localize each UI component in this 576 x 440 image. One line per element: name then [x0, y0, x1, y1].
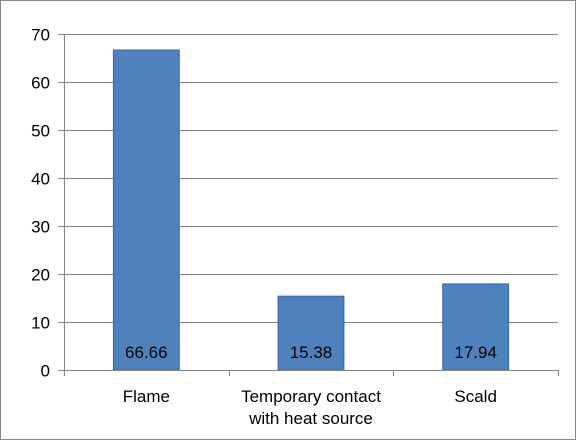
y-tick-label: 50	[31, 122, 50, 141]
x-category-label-line: with heat source	[248, 409, 373, 428]
data-label: 66.66	[125, 343, 168, 362]
data-label: 17.94	[454, 343, 497, 362]
y-tick-label: 0	[41, 362, 50, 381]
y-tick-label: 20	[31, 266, 50, 285]
x-category-label: Scald	[454, 387, 497, 406]
axes	[58, 34, 559, 376]
data-label: 15.38	[290, 343, 333, 362]
x-category-label: Flame	[123, 387, 170, 406]
y-tick-label: 30	[31, 218, 50, 237]
bar	[112, 49, 180, 371]
y-tick-label: 10	[31, 314, 50, 333]
y-tick-label: 40	[31, 170, 50, 189]
x-category-label-line: Temporary contact	[241, 387, 381, 406]
bar	[442, 283, 510, 371]
y-tick-label: 70	[31, 26, 50, 45]
x-category-label: Temporary contact with heat source	[241, 387, 381, 428]
x-category-label-line: Scald	[454, 387, 497, 406]
y-tick-label: 60	[31, 74, 50, 93]
labels: 0 10 20 30 40 50 60 70 66.66 Flame 15.38 Temporary …	[31, 26, 497, 429]
bar	[277, 295, 345, 371]
x-category-label-line: Flame	[123, 387, 170, 406]
